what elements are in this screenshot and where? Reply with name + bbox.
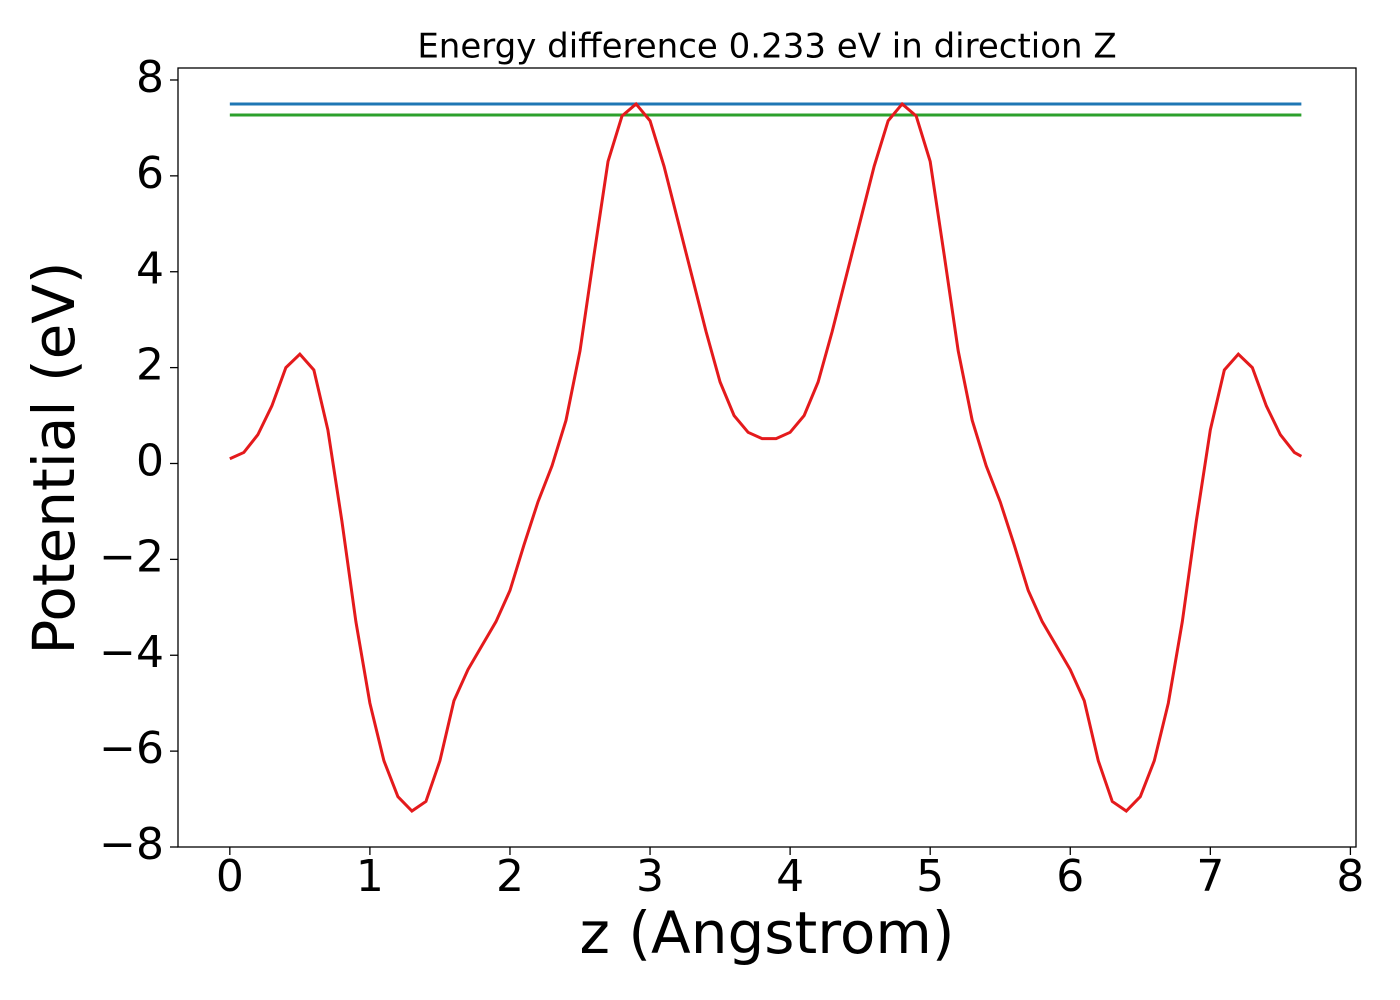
x-tick-label: 8 bbox=[1336, 851, 1364, 902]
x-tick-label: 1 bbox=[356, 851, 384, 902]
x-tick-label: 2 bbox=[496, 851, 524, 902]
y-tick-label: 4 bbox=[136, 244, 164, 295]
y-tick-label: 8 bbox=[136, 52, 164, 103]
x-tick-label: 6 bbox=[1056, 851, 1084, 902]
y-tick-label: 2 bbox=[136, 340, 164, 391]
x-tick-label: 5 bbox=[916, 851, 944, 902]
x-tick-label: 3 bbox=[636, 851, 664, 902]
x-tick-label: 4 bbox=[776, 851, 804, 902]
y-tick-label: −2 bbox=[99, 531, 164, 582]
chart-title: Energy difference 0.233 eV in direction … bbox=[417, 27, 1116, 67]
y-axis-label: Potential (eV) bbox=[20, 261, 88, 654]
plot-frame bbox=[177, 67, 1357, 848]
line bbox=[229, 101, 1303, 813]
x-tick-label: 7 bbox=[1196, 851, 1224, 902]
x-tick-label: 0 bbox=[216, 851, 244, 902]
y-tick-label: 0 bbox=[136, 435, 164, 486]
y-tick-label: 6 bbox=[136, 148, 164, 199]
y-tick-label: −6 bbox=[99, 723, 164, 774]
x-axis-label: z (Angstrom) bbox=[580, 899, 955, 967]
y-tick-label: −4 bbox=[99, 627, 164, 678]
y-tick-label: −8 bbox=[99, 819, 164, 870]
